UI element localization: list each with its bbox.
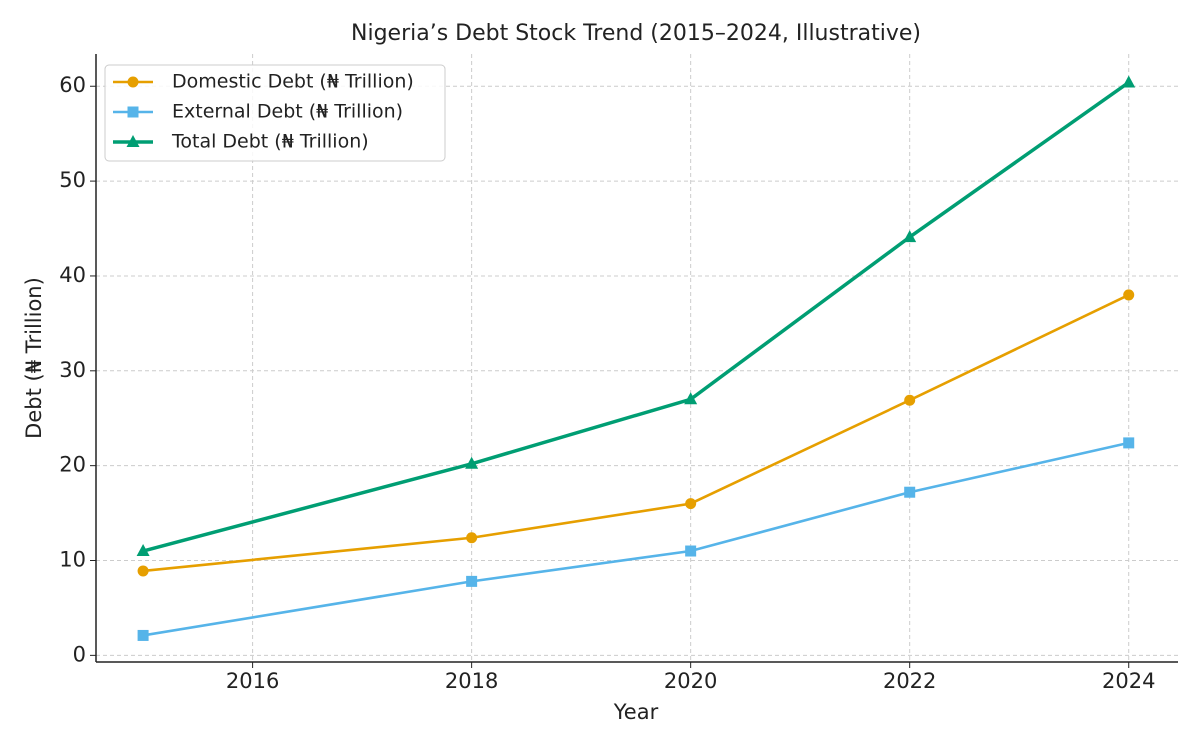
marker [903, 230, 917, 243]
marker [127, 76, 139, 88]
marker [465, 456, 479, 469]
y-tick-label: 50 [59, 168, 86, 192]
series-line [142, 293, 1130, 573]
series-line [142, 441, 1130, 637]
marker [127, 106, 139, 118]
x-tick-label: 2016 [226, 669, 279, 693]
marker [136, 544, 150, 557]
chart-title: Nigeria’s Debt Stock Trend (2015–2024, I… [351, 21, 921, 46]
legend-label: Total Debt (₦ Trillion) [171, 131, 369, 153]
legend-box [104, 64, 446, 162]
legend-label: External Debt (₦ Trillion) [172, 101, 403, 123]
x-tick-label: 2020 [664, 669, 717, 693]
x-tick-label: 2024 [1102, 669, 1155, 693]
y-tick-label: 30 [59, 358, 86, 382]
marker [684, 392, 698, 405]
marker [1122, 75, 1136, 88]
marker [685, 498, 697, 510]
marker [1123, 437, 1135, 449]
marker [466, 532, 478, 544]
y-tick-label: 0 [73, 642, 86, 666]
marker [137, 565, 149, 577]
y-axis-label: Debt (₦ Trillion) [22, 277, 46, 439]
marker [137, 629, 149, 641]
marker [126, 135, 140, 147]
y-tick-label: 60 [59, 73, 86, 97]
marker [466, 575, 478, 587]
marker [1123, 289, 1135, 301]
y-tick-label: 40 [59, 263, 86, 287]
x-tick-label: 2022 [883, 669, 936, 693]
x-tick-label: 2018 [445, 669, 498, 693]
marker [904, 486, 916, 498]
marker [904, 394, 916, 406]
y-tick-label: 10 [59, 548, 86, 572]
y-tick-label: 20 [59, 453, 86, 477]
legend: Domestic Debt (₦ Trillion) External Debt … [104, 64, 446, 162]
legend-label: Domestic Debt (₦ Trillion) [172, 71, 414, 93]
x-axis-label: Year [613, 700, 659, 724]
marker [685, 545, 697, 557]
